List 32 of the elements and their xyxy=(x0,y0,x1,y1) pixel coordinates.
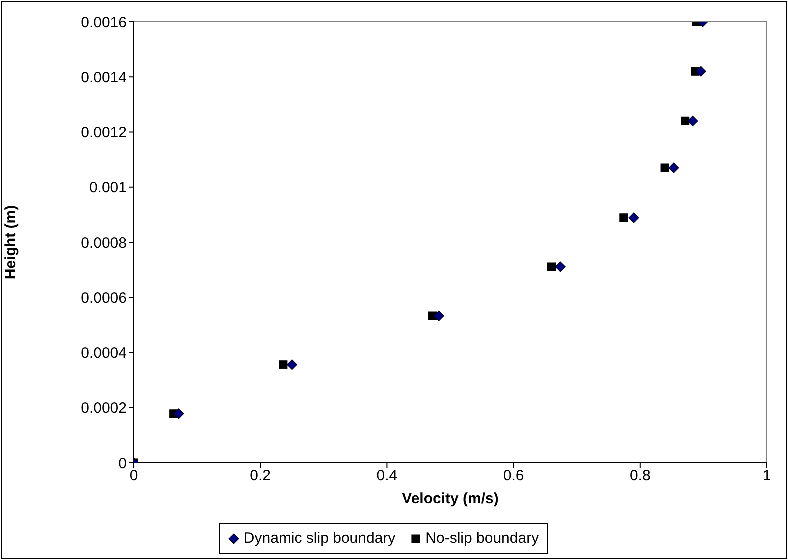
legend-label: No-slip boundary xyxy=(426,530,540,547)
y-tick-label: 0.0008 xyxy=(81,234,127,252)
x-tick-label: 0.6 xyxy=(503,468,524,485)
point xyxy=(668,162,680,174)
y-tick-label: 0.0012 xyxy=(81,124,127,142)
y-tick-label: 0.001 xyxy=(89,180,127,197)
y-tick-label: 0.0006 xyxy=(81,290,127,307)
x-tick-label: 0.2 xyxy=(250,468,272,485)
x-tick-label: 0.8 xyxy=(630,468,651,485)
y-tick-label: 0.0004 xyxy=(81,345,127,362)
point xyxy=(174,408,184,420)
x-axis-title: Velocity (m/s) xyxy=(402,490,499,508)
y-axis-title: Height (m) xyxy=(2,205,20,280)
point xyxy=(628,212,640,224)
legend-label: Dynamic slip boundary xyxy=(244,530,396,547)
x-tick-label: 0 xyxy=(130,468,138,485)
point xyxy=(434,310,444,322)
point xyxy=(681,116,690,126)
point xyxy=(660,164,670,172)
y-tick-label: 0.0014 xyxy=(81,69,127,86)
point xyxy=(696,66,706,77)
point xyxy=(620,214,628,222)
point xyxy=(286,360,298,370)
y-tick-label: 0 xyxy=(118,455,127,472)
point xyxy=(547,262,556,272)
point xyxy=(555,262,566,272)
y-tick-label: 0.0002 xyxy=(81,400,127,418)
point xyxy=(279,360,288,370)
point xyxy=(688,116,698,127)
x-tick-label: 1 xyxy=(762,468,772,485)
y-tick-label: 0.0016 xyxy=(81,14,127,32)
x-tick-label: 0.4 xyxy=(376,468,398,485)
